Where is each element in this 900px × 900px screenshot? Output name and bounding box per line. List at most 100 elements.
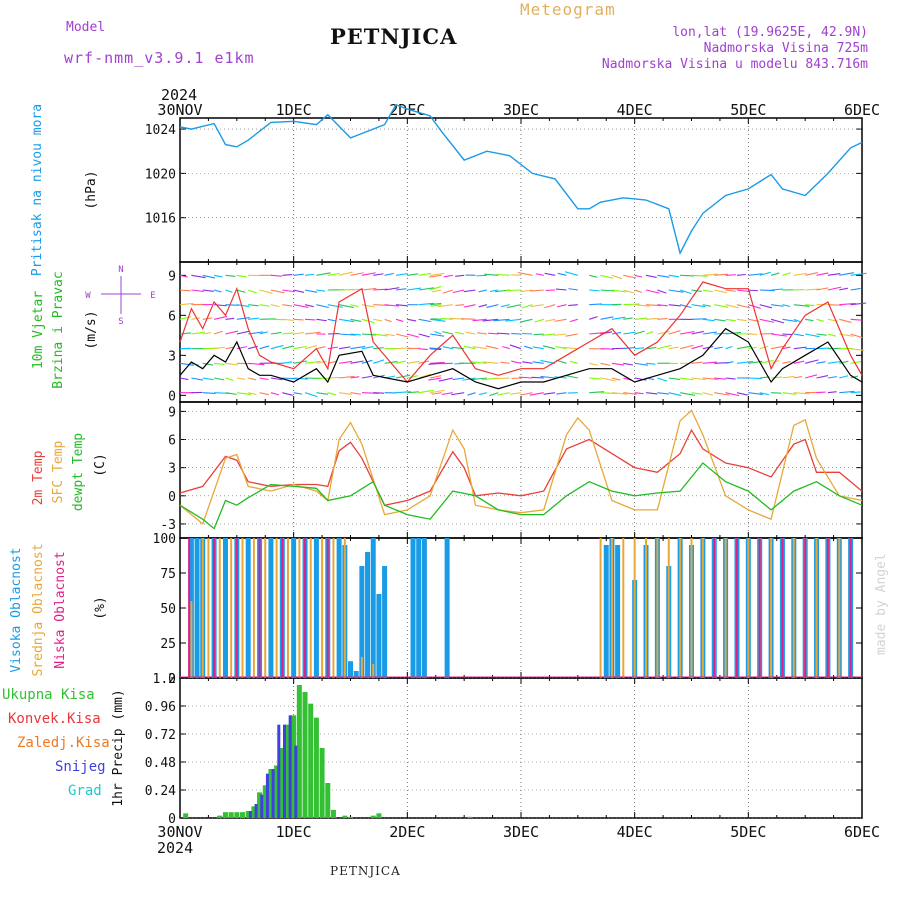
wind-barb [316,360,327,364]
wind-barb [270,377,283,381]
wind-barb [793,346,807,350]
wind-barb [304,318,316,321]
wind-barb [565,333,578,337]
wind-barb [748,304,761,309]
top-year-label: 2024 [161,86,197,104]
wind-barb [771,376,782,379]
y-tick-label: 0.72 [145,728,176,743]
wind-barb [477,332,487,335]
y-tick-label: 0.24 [145,784,176,799]
wind-barb [521,392,533,396]
wind-barb [179,362,194,366]
wind-barb [248,377,257,381]
wind-barb [759,271,771,276]
wind-barb [827,376,837,379]
y-tick-label: 0 [168,490,176,505]
wind-barb [623,331,636,335]
wind-barb [442,346,453,350]
wind-label-line1: 10m Vjetar [31,291,46,369]
wind-barb [350,272,364,276]
cloud-bar [416,538,422,678]
wind-barb [680,392,696,396]
wind-barb [714,318,726,322]
wind-barb [452,377,465,381]
rain-bar [240,812,246,818]
wind-barb [634,289,643,293]
cloud-bar [235,538,238,678]
wind-barb [225,330,239,335]
wind-barb [782,361,791,364]
wind-barb [529,392,544,396]
wind-barb [530,304,544,308]
top-time-label: 2DEC [389,101,425,119]
wind-barb [248,362,265,366]
wind-barb [568,288,578,291]
wind-barb [259,377,269,381]
wind-barb [395,304,408,307]
wind-barb [816,333,827,336]
wind-barb [702,361,717,364]
precip-legend-item: Snijeg [55,759,106,775]
cloud-bar [258,538,261,678]
compass-letter: E [150,291,155,301]
wind-barb [361,287,377,291]
temp-ylabel: (C) [93,453,108,476]
wind-barb [430,304,442,307]
cloud-bar [336,538,342,678]
wind-barb [569,360,578,364]
rain-bar [296,685,302,818]
cloud-bar [201,538,204,678]
wind-barb [645,304,662,307]
wind-barb [225,289,233,293]
wind-barb [702,289,713,293]
snow-bar [254,804,258,818]
wind-barb [805,304,815,307]
wind-barb [418,333,430,338]
cloud-bar [792,538,795,678]
cloud-bar [838,538,841,678]
wind-barb [304,273,315,276]
wind-barb [270,274,282,277]
y-tick-label: 9 [168,405,176,420]
wind-barb [793,304,810,307]
wind-barb [850,391,861,394]
wind-barb [225,304,239,306]
wind-barb [282,289,296,293]
wind-barb [429,272,445,276]
wind-ylabel: (m/s) [84,310,99,349]
wind-barb [350,345,366,350]
wind-barb [472,318,487,322]
wind-barb [213,315,228,320]
wind-barb [179,316,192,320]
wind-barb [680,331,695,335]
cloud-bar [370,538,376,678]
wind-barb [384,318,392,323]
lonlat-label: lon,lat (19.9625E, 42.9N) [672,25,868,40]
wind-barb [736,273,746,276]
wind-barb [478,289,488,293]
wind-barb [562,346,578,350]
wind-barb [259,331,269,335]
wind-barb [304,304,314,308]
wind-barb [770,272,780,276]
wind-barb [782,333,792,336]
y-tick-label: 0 [168,389,176,404]
wind-barb [517,272,533,276]
wind-barb [793,360,805,364]
wind-barb [293,304,309,309]
cloud-bar [679,538,682,678]
wind-barb [736,345,752,350]
wind-barb [589,316,598,320]
wind-barb [634,377,647,381]
wind-barb [407,287,422,291]
wind-barb [236,330,250,335]
wind-barb [455,304,465,307]
wind-barb [816,287,829,291]
wind-barb [714,377,726,380]
wind-barb [600,316,614,320]
cloud-bar [622,538,625,678]
wind-barb [431,392,442,395]
wind-barb [339,346,351,350]
wind-barb [519,318,533,323]
